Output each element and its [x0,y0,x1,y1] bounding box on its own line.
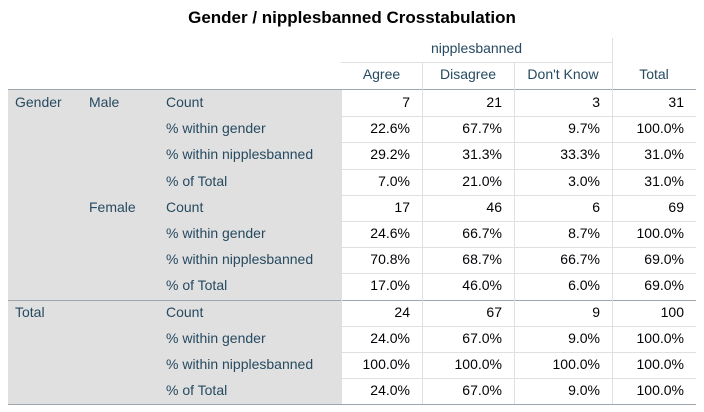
table-cell: 67.0% [462,329,502,346]
table-cell: 7 [402,94,410,110]
group-divider [8,299,696,301]
body-vline [612,90,613,405]
table-cell: 100.0% [636,382,684,399]
row-divider [160,116,696,118]
table-cell: 31.3% [462,146,502,163]
body-vline [422,90,423,405]
stat-label: Count [166,198,204,215]
table-title: Gender / nipplesbanned Crosstabulation [188,8,516,27]
stat-label: % of Total [166,172,228,189]
table-cell: 8.7% [568,225,600,241]
header-vline [612,38,613,90]
table-cell: 67.0% [462,382,502,399]
table-cell: 6.0% [568,277,600,294]
table-cell: 69 [668,198,684,215]
table-cell: 17.0% [370,277,410,294]
stat-label: % within nipplesbanned [166,146,314,163]
table-cell: 29.2% [370,146,410,163]
table-cell: 17 [394,198,410,215]
table-cell: 69.0% [644,251,684,268]
table-cell: 69.0% [644,277,684,294]
table-cell: 6 [592,198,600,215]
stat-label: % within gender [166,329,266,346]
table-bottom-line [8,404,696,406]
stat-label: % of Total [166,277,228,294]
stat-label: % within nipplesbanned [166,251,314,268]
header-vline [514,62,515,90]
column-group-label: nipplesbanned [430,40,523,56]
table-cell: 100 [660,303,684,320]
group-label: Total [15,303,45,320]
table-cell: 24.6% [370,225,410,241]
table-cell: 9.7% [568,120,600,137]
subgroup-label: Male [89,94,120,110]
body-vline [341,90,342,405]
column-header: Total [639,66,669,82]
column-header: Agree [362,66,401,82]
table-cell: 9.0% [568,382,600,399]
table-cell: 3.0% [568,172,600,189]
table-cell: 68.7% [462,251,502,268]
stat-label: Count [166,303,204,320]
table-cell: 100.0% [636,225,684,241]
table-cell: 100.0% [636,356,684,372]
row-divider [160,325,696,327]
row-divider [160,142,696,144]
subgroup-divider [83,194,696,196]
table-cell: 31.0% [644,146,684,163]
table-cell: 22.6% [370,120,410,137]
stat-label: Count [166,94,204,110]
column-header: Disagree [439,66,497,82]
group-label: Gender [15,94,62,110]
table-cell: 66.7% [462,225,502,241]
table-cell: 31 [668,94,684,110]
table-cell: 7.0% [378,172,410,189]
row-divider [160,221,696,222]
column-header: Don't Know [527,66,599,82]
table-cell: 100.0% [636,329,684,346]
table-cell: 24.0% [370,329,410,346]
table-cell: 3 [592,94,600,110]
table-cell: 100.0% [636,120,684,137]
table-cell: 24.0% [370,382,410,399]
table-cell: 70.8% [370,251,410,268]
table-cell: 100.0% [552,356,600,372]
row-divider [160,273,696,275]
stat-label: % of Total [166,382,228,399]
table-cell: 100.0% [454,356,502,372]
table-cell: 46 [486,198,502,215]
table-cell: 9 [592,303,600,320]
row-divider [160,168,696,170]
subgroup-label: Female [89,198,136,215]
table-cell: 67.7% [462,120,502,137]
table-cell: 46.0% [462,277,502,294]
table-cell: 66.7% [560,251,600,268]
stat-label: % within gender [166,225,266,241]
table-cell: 67 [486,303,502,320]
table-cell: 100.0% [362,356,410,372]
table-cell: 31.0% [644,172,684,189]
body-vline [514,90,515,405]
stat-label: % within gender [166,120,266,137]
group-label-underline [341,62,612,63]
table-cell: 21 [486,94,502,110]
table-cell: 33.3% [560,146,600,163]
row-divider [160,247,696,249]
crosstab-table: nipplesbanned Agree Disagree Don't Know Tota… [8,38,696,406]
table-cell: 9.0% [568,329,600,346]
table-cell: 21.0% [462,172,502,189]
header-vline [422,62,423,90]
stat-label: % within nipplesbanned [166,356,314,372]
table-cell: 24 [394,303,410,320]
row-divider [160,352,696,353]
row-divider [160,378,696,380]
header-top-line [8,89,696,90]
